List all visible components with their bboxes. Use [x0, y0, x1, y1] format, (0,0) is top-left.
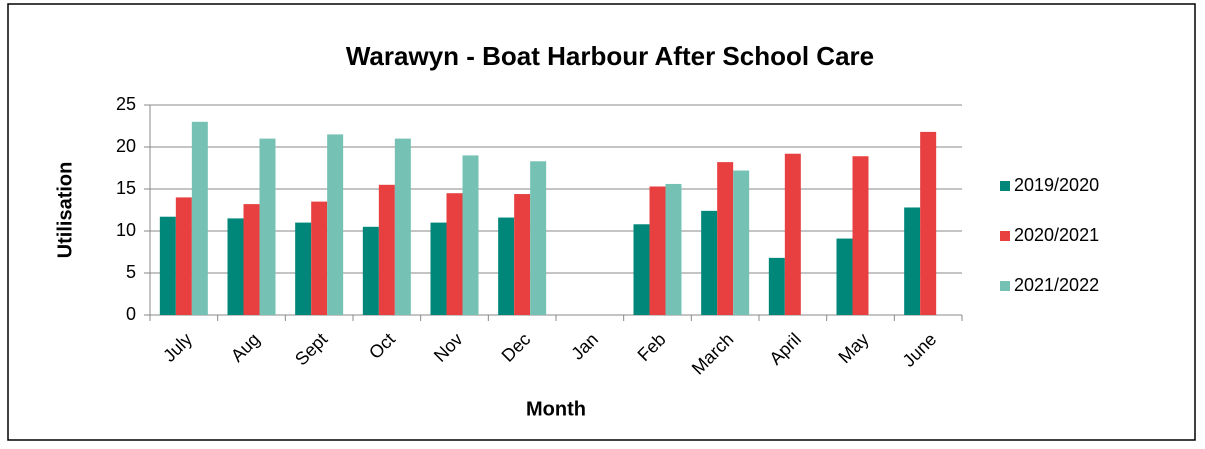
- legend-swatch: [1000, 181, 1010, 191]
- bar: [462, 155, 479, 315]
- y-tick-label: 15: [116, 178, 136, 198]
- legend-swatch: [1000, 281, 1010, 291]
- bar: [920, 131, 937, 315]
- x-axis-label: Month: [526, 398, 586, 420]
- bar: [175, 197, 192, 315]
- bar: [430, 222, 447, 315]
- bar: [784, 153, 801, 315]
- bar: [362, 226, 379, 315]
- bar: [295, 222, 312, 315]
- bar: [378, 184, 395, 315]
- bar: [394, 138, 411, 315]
- y-tick-label: 10: [116, 220, 136, 240]
- bar: [649, 186, 666, 315]
- y-axis-label: Utilisation: [54, 162, 76, 259]
- bar: [530, 161, 547, 315]
- y-tick-label: 20: [116, 136, 136, 156]
- bar: [446, 193, 463, 315]
- bar: [904, 207, 921, 315]
- bar: [717, 162, 734, 315]
- bar: [852, 156, 869, 315]
- bar: [768, 257, 785, 315]
- bar: [243, 204, 260, 315]
- y-tick-label: 25: [116, 94, 136, 114]
- bar: [327, 134, 344, 315]
- bar: [701, 210, 718, 315]
- bar: [733, 170, 750, 315]
- y-tick-label: 5: [126, 262, 136, 282]
- chart-title: Warawyn - Boat Harbour After School Care: [346, 41, 874, 71]
- bar: [191, 121, 208, 315]
- legend-label: 2019/2020: [1014, 175, 1099, 195]
- legend-label: 2020/2021: [1014, 225, 1099, 245]
- bar: [159, 216, 176, 315]
- legend-swatch: [1000, 231, 1010, 241]
- bar: [259, 138, 276, 315]
- bar: [836, 238, 853, 315]
- bar: [311, 201, 328, 315]
- y-tick-label: 0: [126, 304, 136, 324]
- bar: [514, 194, 531, 315]
- bar: [227, 218, 244, 315]
- bar: [665, 183, 682, 315]
- legend-label: 2021/2022: [1014, 275, 1099, 295]
- bar: [498, 217, 515, 315]
- bar: [633, 224, 650, 315]
